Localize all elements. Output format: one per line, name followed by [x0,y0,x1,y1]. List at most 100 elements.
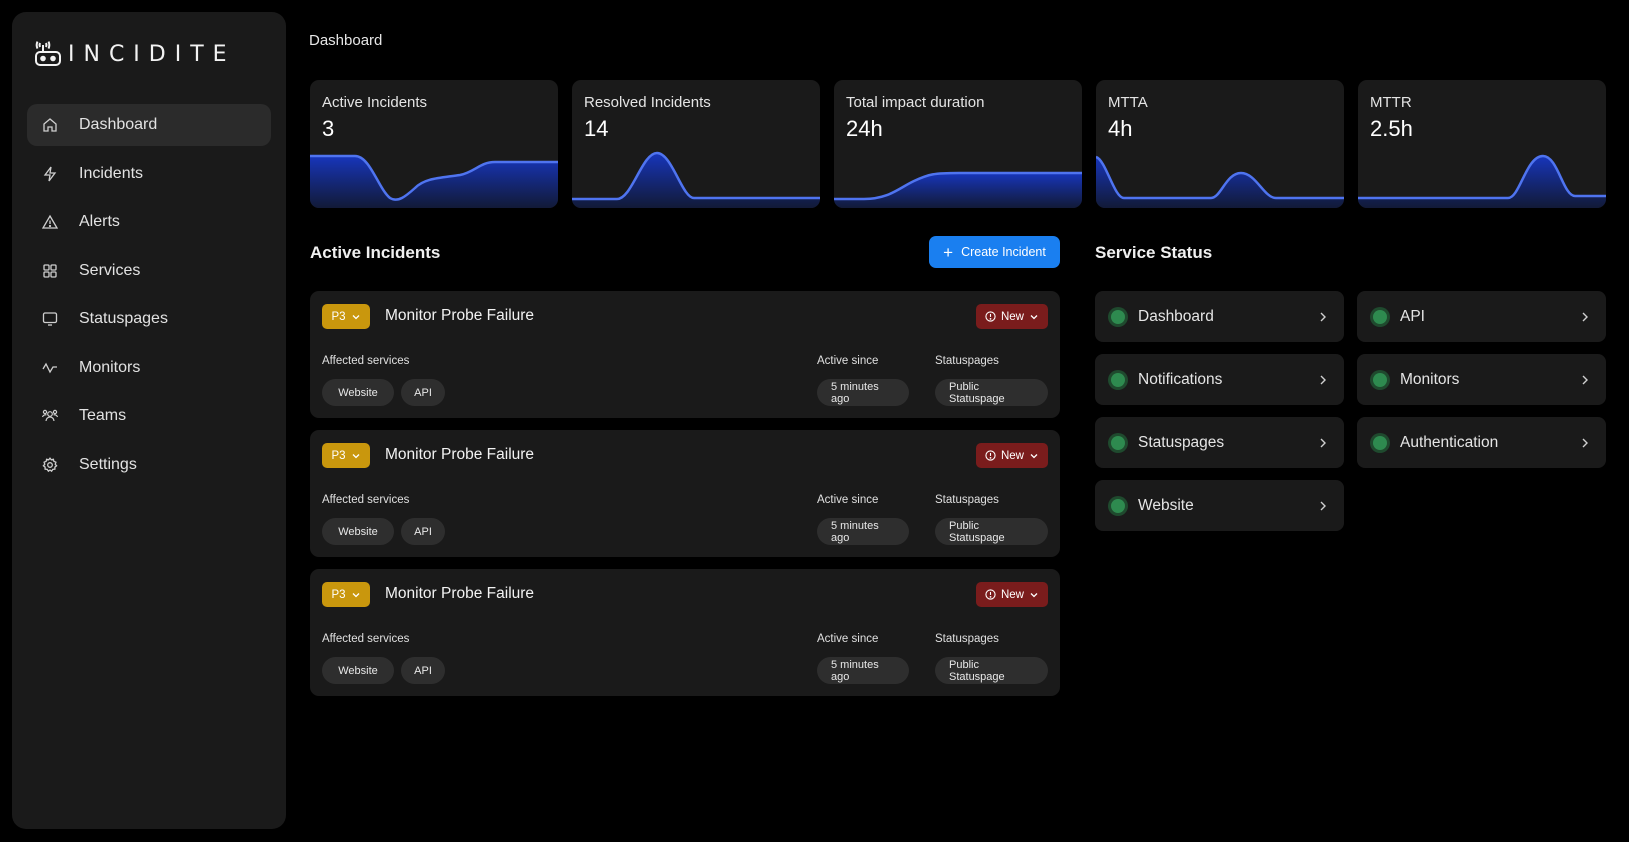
service-item-authentication[interactable]: Authentication [1357,417,1606,468]
sidebar-item-monitors[interactable]: Monitors [27,347,271,389]
sidebar-item-label: Statuspages [79,310,168,327]
status-dot-icon [1373,372,1387,387]
app-logo[interactable]: INCIDITE [34,40,236,68]
monitor-icon [41,310,59,328]
status-dot-icon [1111,435,1125,450]
sparkline-chart [834,171,1082,208]
sidebar-item-teams[interactable]: Teams [27,395,271,437]
metric-card-active-incidents[interactable]: Active Incidents 3 [310,80,558,208]
incident-card[interactable]: P3 Monitor Probe Failure New Affected se… [310,569,1060,696]
chevron-down-icon [352,592,359,597]
status-dot-icon [1373,435,1387,450]
chevron-down-icon [1030,592,1038,597]
sidebar-item-alerts[interactable]: Alerts [27,201,271,243]
service-item-api[interactable]: API [1357,291,1606,342]
sidebar-item-settings[interactable]: Settings [27,444,271,486]
metric-value: 4h [1108,116,1133,141]
sparkline-chart [572,151,820,208]
service-status-grid: Dashboard API Notifications Monitors Sta… [1095,291,1606,531]
sparkline-chart [1358,154,1606,208]
sidebar-item-label: Teams [79,407,127,424]
active-since-chip: 5 minutes ago [817,657,909,684]
incident-title[interactable]: Monitor Probe Failure [385,307,535,324]
sparkline-chart [1096,155,1344,208]
service-chip[interactable]: Website [322,518,394,545]
active-since-chip: 5 minutes ago [817,379,909,406]
metric-value: 24h [846,116,883,141]
affected-services-label: Affected services [322,633,410,645]
create-incident-button[interactable]: + Create Incident [929,236,1060,268]
sidebar-item-services[interactable]: Services [27,250,271,292]
metric-label: MTTA [1108,94,1148,111]
chevron-down-icon [352,453,359,458]
service-chip[interactable]: API [401,657,445,684]
priority-dropdown[interactable]: P3 [322,304,370,329]
service-item-website[interactable]: Website [1095,480,1344,531]
metric-card-mttr[interactable]: MTTR 2.5h [1358,80,1606,208]
alert-circle-icon [985,450,996,461]
sidebar-item-label: Settings [79,455,137,473]
metric-card-mtta[interactable]: MTTA 4h [1096,80,1344,208]
priority-dropdown[interactable]: P3 [322,443,370,468]
service-item-notifications[interactable]: Notifications [1095,354,1344,405]
incident-list: P3 Monitor Probe Failure New Affected se… [310,291,1060,708]
sidebar-item-incidents[interactable]: Incidents [27,153,271,195]
service-chip[interactable]: Website [322,657,394,684]
statuspages-label: Statuspages [935,494,999,506]
priority-label: P3 [331,310,346,323]
plus-icon: + [943,242,954,262]
sidebar-item-dashboard[interactable]: Dashboard [27,104,271,146]
status-label: New [1000,588,1024,601]
sidebar: INCIDITE Dashboard Incidents Alerts Serv… [12,12,286,829]
statuspage-chip[interactable]: Public Statuspage [935,657,1048,684]
chevron-down-icon [352,314,359,319]
alert-circle-icon [985,589,996,600]
service-name: Notifications [1138,370,1223,388]
statuspage-chip[interactable]: Public Statuspage [935,518,1048,545]
chevron-right-icon [1320,501,1326,510]
service-name: Statuspages [1138,433,1225,451]
statuspages-label: Statuspages [935,355,999,367]
service-chip[interactable]: API [401,379,445,406]
metric-value: 2.5h [1370,116,1413,141]
metric-card-total-impact-duration[interactable]: Total impact duration 24h [834,80,1082,208]
service-item-monitors[interactable]: Monitors [1357,354,1606,405]
sidebar-item-label: Alerts [79,213,120,230]
service-item-statuspages[interactable]: Statuspages [1095,417,1344,468]
home-icon [41,116,59,134]
chevron-right-icon [1320,312,1326,321]
app-name: INCIDITE [68,41,236,67]
status-dropdown[interactable]: New [976,304,1048,329]
sidebar-item-label: Monitors [79,358,141,376]
active-incidents-heading: Active Incidents [310,243,441,262]
metric-card-resolved-incidents[interactable]: Resolved Incidents 14 [572,80,820,208]
status-dot-icon [1373,309,1387,324]
metric-value: 14 [584,116,609,141]
active-since-chip: 5 minutes ago [817,518,909,545]
users-icon [41,407,59,425]
incident-card[interactable]: P3 Monitor Probe Failure New Affected se… [310,291,1060,418]
service-chip[interactable]: API [401,518,445,545]
sidebar-item-statuspages[interactable]: Statuspages [27,298,271,340]
service-item-dashboard[interactable]: Dashboard [1095,291,1344,342]
gear-icon [41,456,59,474]
lightning-icon [41,165,59,183]
chevron-right-icon [1320,375,1326,384]
sparkline-chart [310,154,558,208]
service-name: Authentication [1400,433,1499,451]
statuspage-chip[interactable]: Public Statuspage [935,379,1048,406]
incident-title[interactable]: Monitor Probe Failure [385,446,535,463]
status-dropdown[interactable]: New [976,443,1048,468]
statuspages-label: Statuspages [935,633,999,645]
status-dot-icon [1111,309,1125,324]
status-dropdown[interactable]: New [976,582,1048,607]
robot-antenna-icon [35,41,61,66]
service-chip[interactable]: Website [322,379,394,406]
grid-icon [41,262,59,280]
chevron-right-icon [1582,375,1588,384]
priority-label: P3 [331,449,346,462]
sidebar-item-label: Dashboard [79,116,158,133]
priority-dropdown[interactable]: P3 [322,582,370,607]
incident-card[interactable]: P3 Monitor Probe Failure New Affected se… [310,430,1060,557]
incident-title[interactable]: Monitor Probe Failure [385,585,535,602]
